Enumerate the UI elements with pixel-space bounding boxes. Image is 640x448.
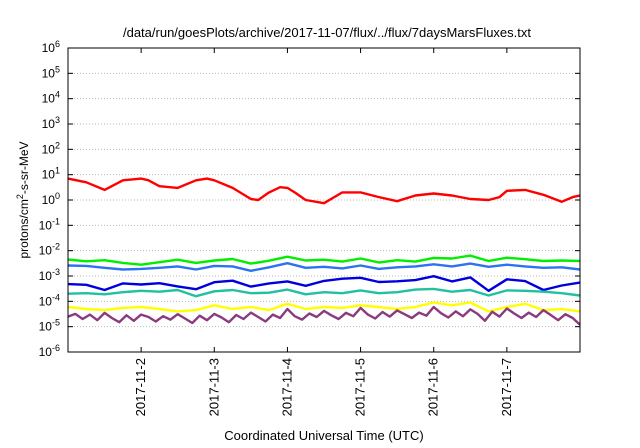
series-line-4: [67, 275, 581, 292]
x-tick-label: 2017-11-4: [279, 358, 294, 416]
series-line-5: [67, 287, 581, 298]
series-line-3: [67, 262, 581, 272]
x-tick-label: 2017-11-5: [353, 358, 368, 416]
y-tick-label: 100: [42, 191, 60, 207]
y-tick-label: 105: [42, 64, 60, 80]
y-axis-label-tail: -s-sr-MeV: [17, 141, 31, 194]
series-group: [67, 177, 581, 326]
series-line-6: [67, 301, 581, 313]
y-tick-label: 10-4: [39, 292, 60, 308]
y-axis-label-base: protons/cm: [17, 199, 31, 258]
x-tick-label: 2017-11-6: [426, 358, 441, 416]
series-line-2: [67, 254, 581, 266]
y-tick-label: 10-1: [39, 216, 60, 232]
x-tick-label: 2017-11-2: [133, 358, 148, 416]
y-tick-label: 103: [42, 115, 60, 131]
y-tick-label: 10-6: [39, 343, 60, 359]
y-tick-label: 106: [42, 39, 60, 55]
y-tick-label: 104: [42, 90, 60, 106]
y-tick-label: 10-2: [39, 242, 60, 258]
y-tick-label: 101: [42, 166, 60, 182]
x-tick-label: 2017-11-7: [499, 358, 514, 416]
axis-ticks: 10-6 10-5 10-4 10-3 10-2 10-1 100 101 102 103 104 1…: [39, 39, 580, 416]
x-tick-label: 2017-11-3: [206, 358, 221, 416]
y-axis-label: protons/cm2-s-sr-MeV: [15, 141, 31, 258]
series-line-7: [67, 305, 581, 326]
chart-title: /data/run/goesPlots/archive/2017-11-07/f…: [123, 25, 531, 40]
y-tick-label: 102: [42, 140, 60, 156]
y-tick-label: 10-3: [39, 267, 60, 283]
y-axis-label-exponent: 2: [15, 194, 25, 199]
x-axis-label: Coordinated Universal Time (UTC): [224, 428, 423, 443]
y-tick-label: 10-5: [39, 318, 60, 334]
series-line-1: [67, 177, 581, 205]
